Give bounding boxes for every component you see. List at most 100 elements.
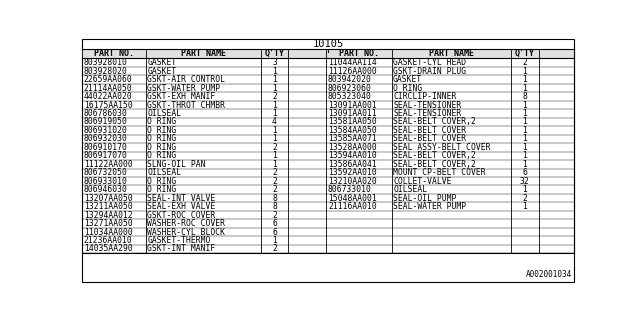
Text: SEAL-BELT COVER,2: SEAL-BELT COVER,2 [393, 160, 476, 169]
Text: 1: 1 [522, 202, 527, 211]
Text: 15048AA001: 15048AA001 [328, 194, 377, 203]
Text: SEAL-OIL PUMP: SEAL-OIL PUMP [393, 194, 456, 203]
Text: 1: 1 [522, 84, 527, 92]
Text: 1: 1 [272, 160, 277, 169]
Text: 13594AA010: 13594AA010 [328, 151, 377, 160]
Text: 1: 1 [522, 134, 527, 143]
Text: 21236AA010: 21236AA010 [84, 236, 132, 245]
Text: 11034AA000: 11034AA000 [84, 228, 132, 236]
Text: SEAL-TENSIONER: SEAL-TENSIONER [393, 109, 461, 118]
Text: O RING: O RING [147, 117, 177, 126]
Text: 1: 1 [522, 67, 527, 76]
Text: CIRCLIP-INNER: CIRCLIP-INNER [393, 92, 456, 101]
Text: 2: 2 [272, 177, 277, 186]
Text: 1: 1 [522, 109, 527, 118]
Text: 2: 2 [272, 168, 277, 177]
Text: O RING: O RING [147, 134, 177, 143]
Text: GSKT-AIR CONTROL: GSKT-AIR CONTROL [147, 75, 225, 84]
Text: 13586AA041: 13586AA041 [328, 160, 377, 169]
Text: 1: 1 [272, 67, 277, 76]
Text: 3: 3 [272, 58, 277, 67]
Text: 1: 1 [522, 117, 527, 126]
Text: GASKET: GASKET [147, 67, 177, 76]
Text: COLLET-VALVE: COLLET-VALVE [393, 177, 452, 186]
Text: O RING: O RING [147, 185, 177, 194]
Text: 13581AA050: 13581AA050 [328, 117, 377, 126]
Text: O RING: O RING [147, 151, 177, 160]
Text: 1: 1 [522, 75, 527, 84]
Text: 16175AA150: 16175AA150 [84, 100, 132, 109]
Text: SEAL-INT VALVE: SEAL-INT VALVE [147, 194, 216, 203]
Text: 806917070: 806917070 [84, 151, 128, 160]
Text: 1: 1 [272, 151, 277, 160]
Text: 8: 8 [522, 92, 527, 101]
Text: O RING: O RING [393, 84, 422, 92]
Text: 13592AA010: 13592AA010 [328, 168, 377, 177]
Text: 2: 2 [522, 58, 527, 67]
Text: SEAL-WATER PUMP: SEAL-WATER PUMP [393, 202, 466, 211]
Text: OILSEAL: OILSEAL [147, 109, 182, 118]
Text: 803928020: 803928020 [84, 67, 128, 76]
Text: GSKT-INT MANIF: GSKT-INT MANIF [147, 244, 216, 253]
Text: 13584AA050: 13584AA050 [328, 126, 377, 135]
Bar [83, 49, 573, 59]
Text: Q'TY: Q'TY [515, 49, 535, 58]
Text: PART NO.: PART NO. [94, 49, 134, 58]
Text: 21114AA050: 21114AA050 [84, 84, 132, 92]
Text: A002001034: A002001034 [526, 270, 572, 279]
Text: GASKET: GASKET [147, 58, 177, 67]
Text: 2: 2 [522, 194, 527, 203]
Text: GSKT-THROT CHMBR: GSKT-THROT CHMBR [147, 100, 225, 109]
Text: GSKT-EXH MANIF: GSKT-EXH MANIF [147, 92, 216, 101]
Text: 13585AA071: 13585AA071 [328, 134, 377, 143]
Text: 2: 2 [272, 92, 277, 101]
Text: 2: 2 [272, 244, 277, 253]
Text: SEAL-BELT COVER,2: SEAL-BELT COVER,2 [393, 151, 476, 160]
Text: 806946030: 806946030 [84, 185, 128, 194]
Text: 1: 1 [272, 126, 277, 135]
Text: 806910170: 806910170 [84, 143, 128, 152]
Text: 1: 1 [272, 75, 277, 84]
Text: 1: 1 [272, 84, 277, 92]
Text: MOUNT CP-BELT COVER: MOUNT CP-BELT COVER [393, 168, 486, 177]
Text: GASKET-CYL HEAD: GASKET-CYL HEAD [393, 58, 466, 67]
Text: O RING: O RING [147, 143, 177, 152]
Text: 11122AA000: 11122AA000 [84, 160, 132, 169]
Text: 44022AA020: 44022AA020 [84, 92, 132, 101]
Text: 1: 1 [272, 109, 277, 118]
Text: Q'TY: Q'TY [264, 49, 285, 58]
Text: 806786030: 806786030 [84, 109, 128, 118]
Text: SLNG-OIL PAN: SLNG-OIL PAN [147, 160, 206, 169]
Text: 803942020: 803942020 [328, 75, 372, 84]
Text: SEAL-BELT COVER: SEAL-BELT COVER [393, 126, 466, 135]
Text: 22659AA060: 22659AA060 [84, 75, 132, 84]
Text: 806923060: 806923060 [328, 84, 372, 92]
Text: OILSEAL: OILSEAL [147, 168, 182, 177]
Text: PART NAME: PART NAME [180, 49, 226, 58]
Text: 806933010: 806933010 [84, 177, 128, 186]
Text: 806733010: 806733010 [328, 185, 372, 194]
Text: 6: 6 [272, 228, 277, 236]
Text: 11126AA000: 11126AA000 [328, 67, 377, 76]
Text: SEAL ASSY-BELT COVER: SEAL ASSY-BELT COVER [393, 143, 491, 152]
Text: GSKT-ROC COVER: GSKT-ROC COVER [147, 211, 216, 220]
Text: 1: 1 [522, 185, 527, 194]
Text: 11044AA114: 11044AA114 [328, 58, 377, 67]
Text: OILSEAL: OILSEAL [393, 185, 428, 194]
Text: SEAL-TENSIONER: SEAL-TENSIONER [393, 100, 461, 109]
Text: GASKET: GASKET [393, 75, 422, 84]
Text: 13294AA012: 13294AA012 [84, 211, 132, 220]
Text: 1: 1 [272, 236, 277, 245]
Text: 1: 1 [522, 160, 527, 169]
Text: GASKET-THERMO: GASKET-THERMO [147, 236, 211, 245]
Text: 1: 1 [272, 134, 277, 143]
Text: 1: 1 [522, 100, 527, 109]
Text: 13271AA050: 13271AA050 [84, 219, 132, 228]
Text: 4: 4 [272, 117, 277, 126]
Text: 10105: 10105 [312, 39, 344, 49]
Text: SEAL-BELT COVER: SEAL-BELT COVER [393, 134, 466, 143]
Text: 1: 1 [522, 126, 527, 135]
Text: 805323040: 805323040 [328, 92, 372, 101]
Text: 21116AA010: 21116AA010 [328, 202, 377, 211]
Text: 13091AA011: 13091AA011 [328, 109, 377, 118]
